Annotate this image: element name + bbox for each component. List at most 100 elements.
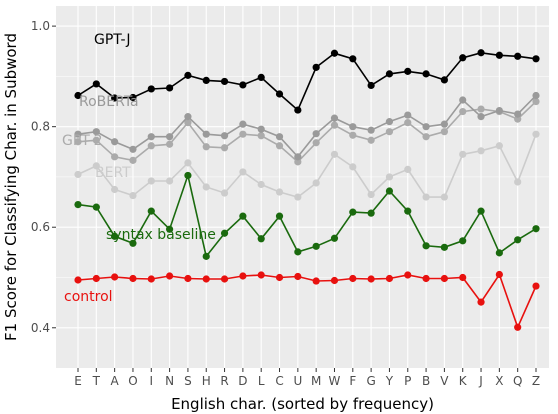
- data-point: [239, 212, 247, 220]
- series-control: [74, 270, 540, 331]
- series-label: syntax baseline: [106, 227, 216, 243]
- data-point: [239, 168, 247, 176]
- data-point: [220, 275, 229, 283]
- data-point: [202, 143, 210, 151]
- data-point: [532, 130, 540, 138]
- data-point: [202, 252, 210, 260]
- x-tick-label: U: [293, 374, 302, 388]
- y-tick-label: 0.6: [31, 220, 50, 234]
- data-point: [74, 200, 82, 209]
- data-point: [367, 275, 375, 283]
- data-point: [257, 235, 265, 243]
- data-point: [74, 138, 82, 146]
- data-point: [92, 80, 100, 88]
- x-tick-label: K: [459, 374, 468, 388]
- data-point: [349, 208, 357, 216]
- data-point: [202, 130, 210, 138]
- x-tick-label: W: [329, 374, 341, 388]
- x-tick-label: D: [238, 374, 247, 388]
- data-point: [166, 140, 174, 148]
- data-point: [111, 138, 119, 146]
- x-tick-label: Z: [532, 374, 540, 388]
- data-point: [385, 187, 394, 195]
- y-axis-title: F1 Score for Classifying Char. in Subwor…: [2, 33, 20, 341]
- data-point: [404, 165, 412, 174]
- series-label: RoBERTa: [79, 94, 139, 110]
- data-point: [184, 159, 192, 167]
- data-point: [275, 133, 284, 141]
- data-point: [239, 130, 247, 138]
- data-point: [404, 207, 412, 215]
- data-point: [202, 76, 210, 85]
- x-tick-label: X: [495, 374, 503, 388]
- series-layer: [74, 49, 540, 331]
- x-tick-label: I: [150, 374, 154, 388]
- data-point: [92, 274, 100, 283]
- data-point: [294, 272, 302, 281]
- data-point: [440, 274, 448, 283]
- data-point: [422, 133, 430, 141]
- data-point: [202, 275, 210, 283]
- data-point: [129, 156, 137, 164]
- data-point: [111, 185, 119, 194]
- data-point: [312, 63, 320, 71]
- series-label: GPT-J: [94, 32, 131, 48]
- data-point: [129, 274, 137, 283]
- data-point: [147, 275, 155, 283]
- data-point: [404, 67, 412, 75]
- data-point: [202, 183, 210, 191]
- series-syntax-baseline: [74, 171, 540, 260]
- data-point: [514, 52, 522, 60]
- data-point: [166, 177, 174, 185]
- data-point: [477, 113, 485, 121]
- data-point: [495, 51, 503, 59]
- x-tick-label: B: [422, 374, 430, 388]
- data-point: [477, 298, 485, 306]
- x-tick-label: P: [404, 374, 411, 388]
- data-point: [257, 180, 265, 189]
- data-point: [74, 130, 82, 138]
- data-point: [349, 274, 357, 283]
- x-tick-label: H: [202, 374, 211, 388]
- x-tick-label: T: [92, 374, 101, 388]
- data-point: [330, 114, 339, 122]
- data-point: [349, 123, 357, 131]
- data-point: [166, 133, 174, 141]
- data-point: [459, 150, 467, 158]
- x-tick-label: M: [311, 374, 321, 388]
- data-point: [404, 271, 412, 279]
- data-point: [129, 93, 137, 102]
- x-tick-label: G: [366, 374, 375, 388]
- data-point: [495, 106, 503, 115]
- data-point: [220, 229, 229, 237]
- data-point: [166, 84, 174, 92]
- data-point: [220, 189, 229, 197]
- data-point: [74, 91, 82, 100]
- series-gpt-2: [74, 97, 540, 166]
- data-point: [385, 118, 394, 126]
- data-point: [367, 190, 375, 199]
- data-point: [275, 273, 284, 282]
- data-point: [239, 81, 247, 89]
- data-point: [459, 273, 467, 282]
- data-point: [294, 106, 302, 114]
- data-point: [275, 90, 284, 98]
- data-point: [111, 94, 119, 102]
- series-labels: GPT-J RoBERTa GPT-2 BERT syntax baseline cont…: [62, 32, 216, 305]
- data-point: [495, 249, 503, 257]
- data-point: [495, 270, 503, 279]
- data-point: [514, 115, 522, 123]
- data-point: [422, 242, 430, 250]
- data-point: [294, 248, 302, 256]
- data-point: [294, 158, 302, 166]
- y-tick-label: 0.8: [31, 120, 50, 134]
- x-tick-label: L: [258, 374, 265, 388]
- x-tick-label: E: [74, 374, 82, 388]
- data-point: [330, 49, 339, 57]
- data-point: [129, 145, 137, 153]
- data-point: [184, 71, 192, 79]
- data-point: [367, 209, 375, 217]
- data-point: [495, 142, 503, 150]
- series-label: BERT: [95, 165, 131, 181]
- y-tick-label: 1.0: [31, 19, 50, 33]
